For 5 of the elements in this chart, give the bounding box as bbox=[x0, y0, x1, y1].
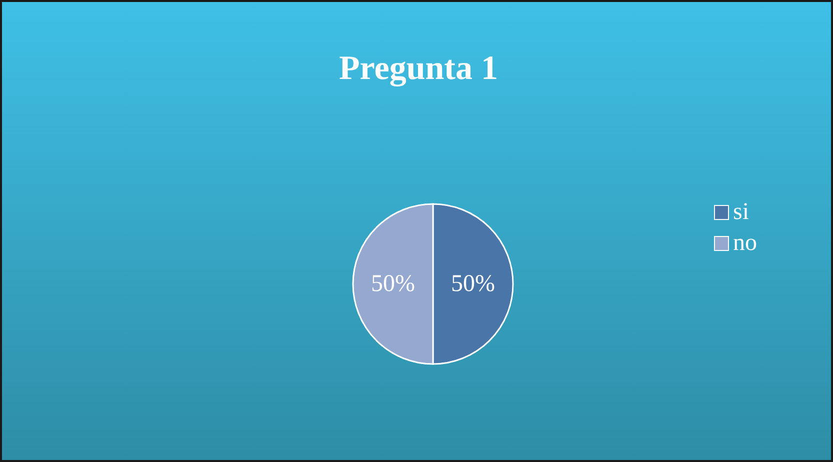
legend-label: no bbox=[733, 230, 757, 257]
legend-label: si bbox=[733, 199, 750, 226]
data-label: 50% bbox=[371, 271, 415, 297]
data-label: 50% bbox=[451, 271, 495, 297]
chart-title: Pregunta 1 bbox=[338, 50, 499, 88]
